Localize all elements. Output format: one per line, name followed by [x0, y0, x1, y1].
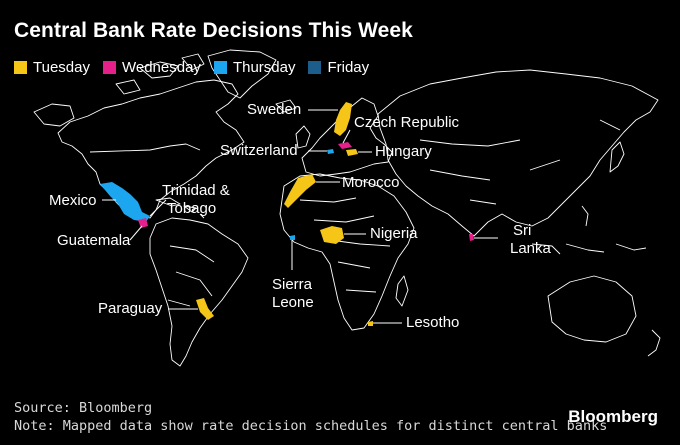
mexico-shape: [100, 182, 150, 222]
label-guatemala: Guatemala: [57, 232, 131, 249]
europe-outline: [301, 97, 393, 177]
paraguay-shape: [196, 298, 214, 320]
leader-lines: [102, 109, 498, 324]
label-sierra-leone-line1: Sierra: [272, 276, 313, 293]
morocco-shape: [284, 174, 316, 208]
label-sri-lanka-line2: Lanka: [510, 240, 551, 257]
philippines-outline: [581, 205, 589, 227]
asia-borders: [419, 119, 621, 205]
uk-outline: [295, 125, 311, 149]
switzerland-shape: [327, 149, 334, 154]
legend-item-tuesday: Tuesday: [14, 59, 90, 76]
south-america-outline: [149, 217, 249, 367]
legend-label-wednesday: Wednesday: [121, 59, 201, 76]
leader-czech: [342, 129, 351, 144]
alaska-outline: [33, 103, 75, 127]
africa-borders: [299, 197, 391, 293]
label-trinidad-line2: Tobago: [167, 200, 217, 217]
south-america-borders: [167, 245, 215, 307]
label-switzerland: Switzerland: [220, 142, 298, 159]
label-paraguay: Paraguay: [98, 300, 163, 317]
iceland-outline: [275, 99, 297, 113]
arctic-islands: [115, 53, 205, 95]
guatemala-shape: [138, 218, 148, 228]
czech-shape: [338, 142, 352, 149]
legend-item-wednesday: Wednesday: [102, 59, 201, 76]
asia-outline: [377, 69, 659, 237]
bloomberg-logo: Bloomberg: [568, 407, 658, 426]
legend-swatch-tuesday: [14, 61, 27, 74]
us-canada-border: [89, 143, 201, 153]
indonesia-outline: [531, 243, 647, 255]
africa-outline: [279, 173, 415, 331]
footnote: Source: Bloomberg Note: Mapped data show…: [14, 399, 607, 435]
legend-item-friday: Friday: [308, 59, 369, 76]
legend-label-tuesday: Tuesday: [33, 59, 90, 76]
label-morocco: Morocco: [342, 174, 400, 191]
source-text: Source: Bloomberg: [14, 400, 153, 416]
legend-label-thursday: Thursday: [232, 59, 296, 76]
caribbean-islands: [155, 197, 205, 219]
note-text: Note: Mapped data show rate decision sch…: [14, 418, 608, 434]
hungary-shape: [346, 149, 358, 156]
legend-label-friday: Friday: [327, 59, 370, 76]
label-mexico: Mexico: [49, 192, 97, 209]
label-sweden: Sweden: [247, 101, 302, 118]
label-lesotho: Lesotho: [406, 314, 460, 331]
leader-guatemala: [129, 225, 143, 241]
japan-outline: [609, 141, 625, 173]
sierra-leone-shape: [290, 235, 295, 240]
label-sierra-leone-line2: Leone: [272, 294, 314, 311]
new-zealand-outline: [647, 329, 661, 357]
lesotho-shape: [368, 321, 373, 326]
legend: Tuesday Wednesday Thursday Friday: [14, 59, 382, 76]
legend-swatch-wednesday: [102, 61, 116, 74]
sweden-shape: [334, 102, 352, 136]
greenland-outline: [207, 49, 277, 99]
legend-swatch-friday: [308, 61, 322, 74]
australia-outline: [547, 275, 637, 343]
highlighted-countries: [100, 102, 474, 326]
leader-trinidad: [149, 199, 167, 217]
country-outlines: [33, 49, 661, 367]
madagascar-outline: [395, 275, 409, 307]
label-nigeria: Nigeria: [370, 225, 418, 242]
legend-swatch-thursday: [213, 61, 227, 74]
chart-title: Central Bank Rate Decisions This Week: [14, 19, 413, 42]
sri-lanka-shape: [469, 234, 474, 241]
label-trinidad-line1: Trinidad &: [162, 182, 230, 199]
label-czech-republic: Czech Republic: [354, 114, 460, 131]
legend-item-thursday: Thursday: [213, 59, 296, 76]
label-hungary: Hungary: [375, 143, 432, 160]
label-sri-lanka-line1: Sri: [513, 222, 532, 239]
nigeria-shape: [320, 226, 344, 244]
